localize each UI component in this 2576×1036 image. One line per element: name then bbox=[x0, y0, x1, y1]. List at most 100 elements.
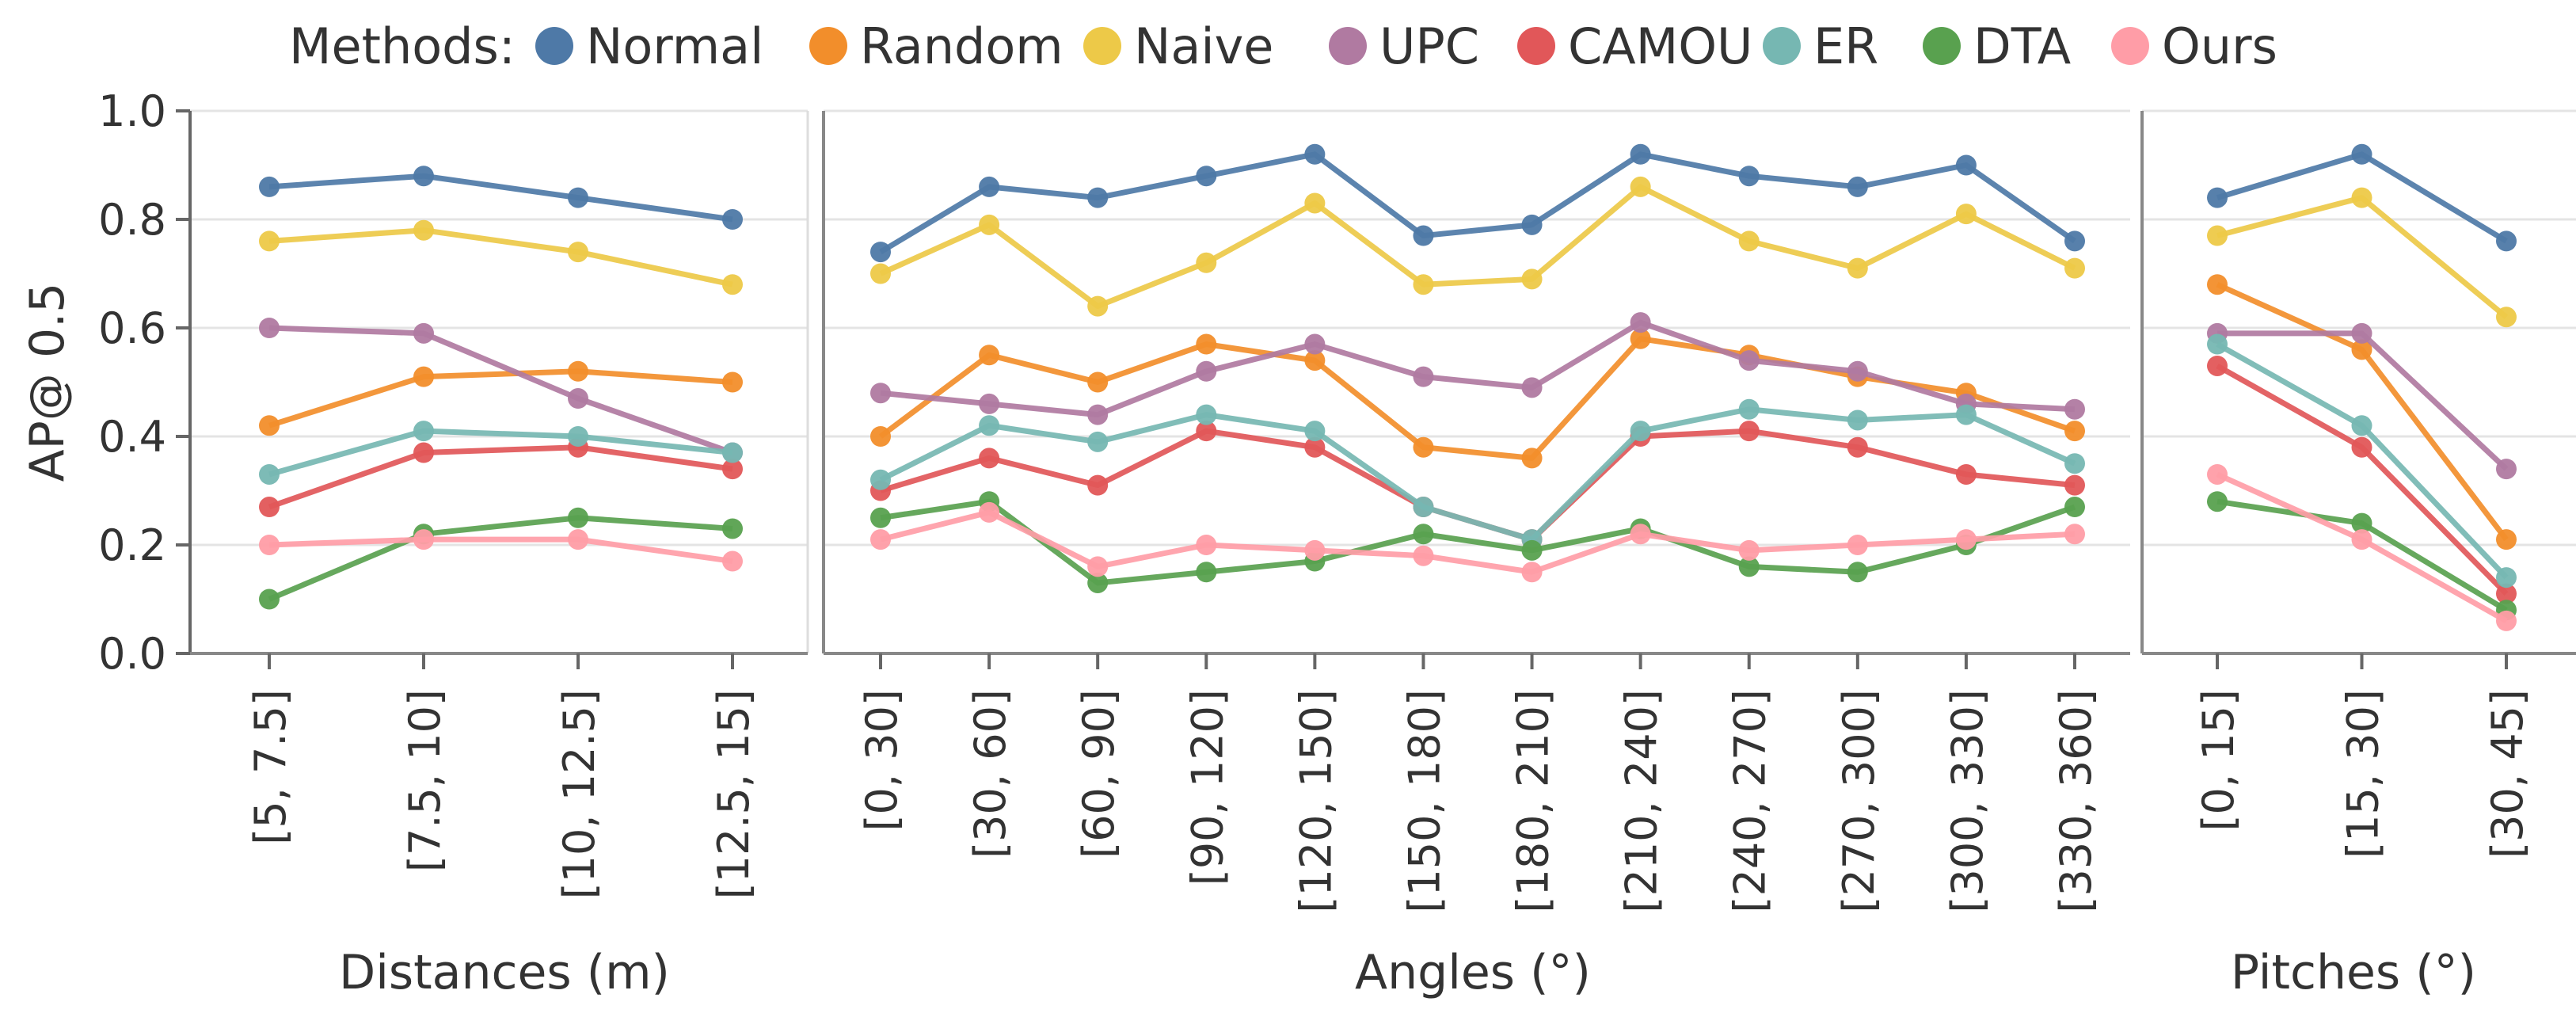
x-tick-label: [30, 60] bbox=[965, 689, 1015, 859]
data-point bbox=[1738, 421, 1760, 442]
data-point bbox=[2496, 529, 2517, 550]
x-tick-label: [60, 90] bbox=[1074, 689, 1124, 859]
legend-label: Random bbox=[860, 17, 1064, 75]
legend-item-er: ER bbox=[1763, 17, 1878, 75]
series-line bbox=[268, 227, 733, 288]
data-point bbox=[1087, 404, 1109, 425]
series-ours bbox=[2207, 463, 2517, 631]
data-point bbox=[1087, 187, 1109, 208]
y-tick-label: 0.0 bbox=[98, 629, 166, 679]
data-point bbox=[2207, 355, 2228, 376]
data-point bbox=[722, 459, 743, 480]
legend-label: Ours bbox=[2162, 17, 2277, 75]
series-line bbox=[2216, 282, 2509, 542]
data-point bbox=[722, 518, 743, 539]
data-point bbox=[870, 263, 891, 284]
data-point bbox=[2351, 436, 2372, 458]
legend-marker bbox=[1763, 27, 1801, 65]
x-tick-label: [210, 240] bbox=[1617, 689, 1667, 913]
series-line bbox=[878, 336, 2076, 461]
data-point bbox=[1847, 360, 1868, 382]
data-point bbox=[2207, 333, 2228, 355]
data-point bbox=[722, 274, 743, 295]
data-point bbox=[2207, 463, 2228, 485]
data-point bbox=[722, 209, 743, 230]
series-line bbox=[879, 151, 2077, 255]
legend-item-ours: Ours bbox=[2111, 17, 2277, 75]
data-point bbox=[1521, 214, 1543, 235]
legend-label: DTA bbox=[1973, 17, 2071, 75]
data-point bbox=[979, 448, 1000, 469]
data-point bbox=[1738, 350, 1760, 371]
data-point bbox=[1196, 404, 1217, 425]
data-point bbox=[259, 497, 280, 518]
series-naive bbox=[870, 176, 2085, 317]
data-point bbox=[1521, 377, 1543, 398]
data-point bbox=[722, 442, 743, 463]
series-normal bbox=[870, 143, 2085, 263]
data-point bbox=[1847, 257, 1868, 279]
data-point bbox=[2496, 567, 2517, 588]
series-line bbox=[268, 515, 733, 602]
x-tick-label: [0, 30] bbox=[857, 689, 907, 832]
series-line bbox=[268, 325, 734, 455]
x-tick-label: [330, 360] bbox=[2051, 689, 2101, 913]
data-point bbox=[979, 393, 1000, 414]
series-normal bbox=[259, 166, 743, 230]
data-point bbox=[2351, 415, 2372, 436]
x-axis-label: Angles (°) bbox=[1355, 945, 1591, 1000]
data-point bbox=[1196, 562, 1217, 583]
data-point bbox=[1196, 252, 1217, 273]
data-point bbox=[259, 463, 280, 485]
data-point bbox=[259, 588, 280, 610]
data-point bbox=[870, 469, 891, 490]
data-point bbox=[1413, 545, 1434, 566]
x-tick-label: [10, 12.5] bbox=[554, 689, 604, 899]
data-point bbox=[1955, 154, 1977, 176]
data-point bbox=[2351, 187, 2372, 208]
data-point bbox=[1413, 436, 1434, 458]
data-point bbox=[870, 507, 891, 528]
data-point bbox=[1955, 204, 1977, 225]
data-point bbox=[1087, 371, 1109, 393]
series-er bbox=[259, 421, 743, 485]
series-camou bbox=[2207, 355, 2517, 604]
data-point bbox=[1087, 556, 1109, 577]
data-point bbox=[1413, 497, 1434, 518]
data-point bbox=[568, 529, 588, 550]
data-point bbox=[2496, 459, 2517, 480]
data-point bbox=[1847, 535, 1868, 555]
data-point bbox=[979, 345, 1000, 366]
data-point bbox=[722, 550, 743, 572]
data-point bbox=[2351, 322, 2372, 344]
x-tick-label: [15, 30] bbox=[2338, 689, 2388, 859]
legend-label: ER bbox=[1813, 17, 1878, 75]
data-point bbox=[1196, 166, 1217, 187]
data-point bbox=[1413, 225, 1434, 246]
data-point bbox=[1847, 176, 1868, 197]
data-point bbox=[1196, 333, 1217, 355]
legend-item-random: Random bbox=[809, 17, 1064, 75]
data-point bbox=[1087, 474, 1109, 496]
data-point bbox=[1630, 421, 1651, 442]
legend-item-naive: Naive bbox=[1083, 17, 1273, 75]
data-point bbox=[1955, 529, 1977, 550]
data-point bbox=[1087, 431, 1109, 452]
data-point bbox=[1196, 360, 1217, 382]
x-tick-label: [300, 330] bbox=[1942, 689, 1992, 913]
data-point bbox=[2064, 421, 2085, 442]
data-point bbox=[1955, 463, 1977, 485]
series-line bbox=[880, 498, 2076, 586]
series-ours bbox=[259, 529, 743, 572]
legend-label: CAMOU bbox=[1568, 17, 1752, 75]
data-point bbox=[722, 371, 743, 393]
data-point bbox=[870, 426, 891, 447]
data-point bbox=[2351, 529, 2372, 550]
series-upc bbox=[259, 318, 743, 463]
data-point bbox=[568, 507, 588, 528]
data-point bbox=[1304, 421, 1326, 442]
series-upc bbox=[870, 312, 2085, 425]
series-line bbox=[268, 173, 733, 223]
data-point bbox=[1304, 539, 1326, 561]
